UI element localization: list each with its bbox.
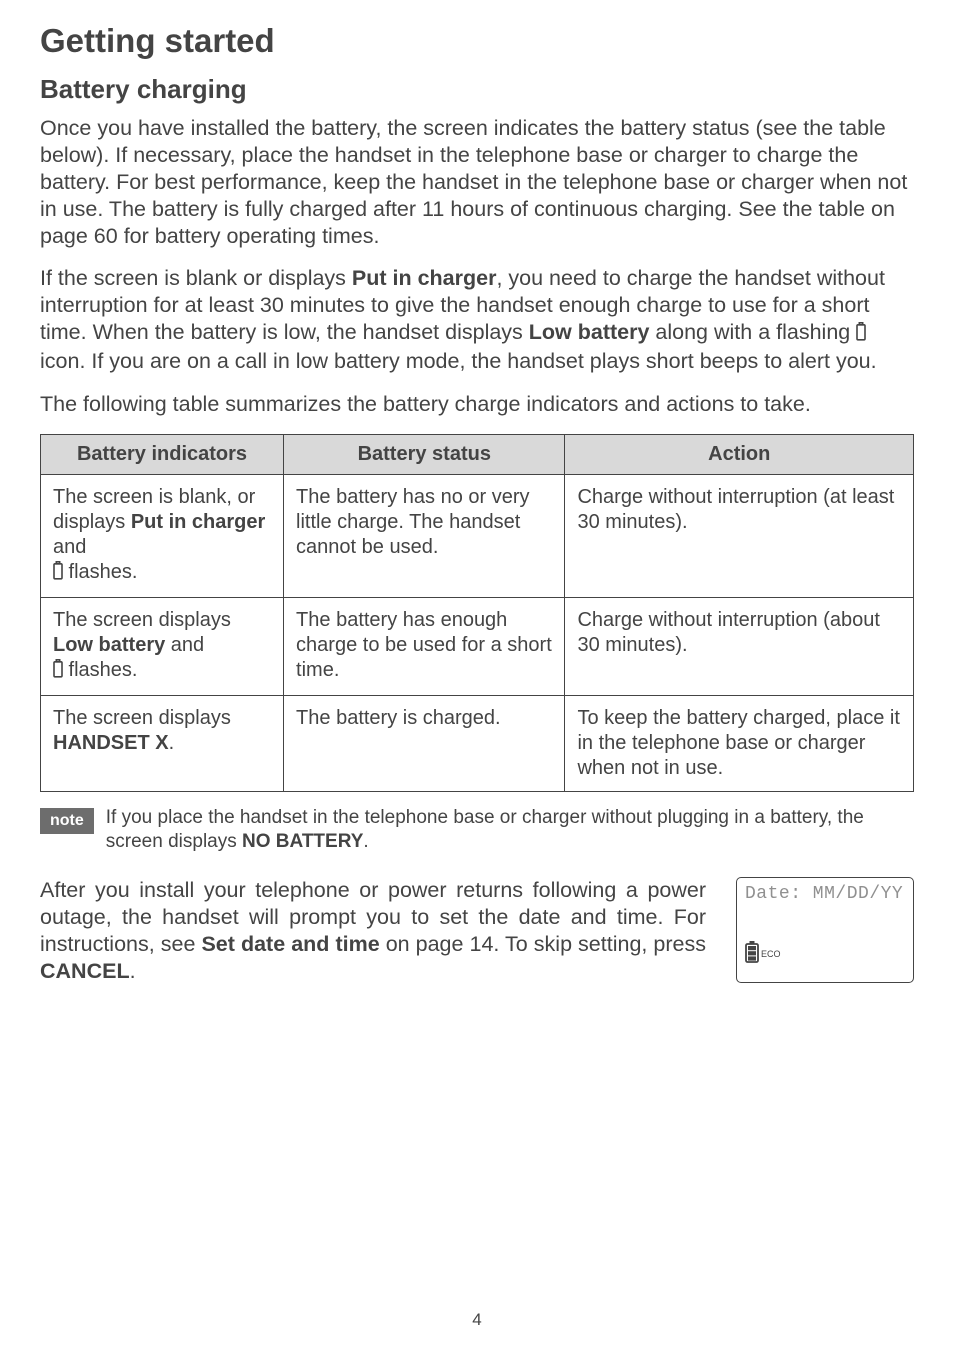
cell-indicators: The screen displays HANDSET X. [41, 695, 284, 791]
cell-indicators: The screen displays Low battery and flas… [41, 597, 284, 695]
row0-ind-bold: Put in charger [131, 511, 265, 533]
note-text-b: . [363, 831, 368, 852]
row1-ind-a: The screen displays [53, 609, 231, 631]
cell-indicators: The screen is blank, or displays Put in … [41, 474, 284, 597]
cell-action: To keep the battery charged, place it in… [565, 695, 914, 791]
note-text-a: If you place the handset in the telephon… [106, 807, 864, 853]
row1-ind-b: and [165, 634, 204, 656]
para2-text-c: along with a flashing [649, 320, 856, 344]
table-row: The screen is blank, or displays Put in … [41, 474, 914, 597]
row2-ind-a: The screen displays [53, 707, 231, 729]
lcd-screen: Date: MM/DD/YY ECO [736, 877, 914, 983]
set-date-time-label: Set date and time [201, 932, 379, 956]
no-battery-label: NO BATTERY [242, 831, 363, 852]
low-battery-label: Low battery [529, 320, 650, 344]
cell-action: Charge without interruption (about 30 mi… [565, 597, 914, 695]
ai-text-b: on page 14. To skip setting, press [380, 932, 706, 956]
table-header-row: Battery indicators Battery status Action [41, 434, 914, 474]
battery-icon [53, 561, 63, 587]
ai-text-c: . [130, 959, 136, 983]
table-row: The screen displays HANDSET X. The batte… [41, 695, 914, 791]
page-title: Getting started [40, 22, 914, 60]
paragraph-put-in-charger: If the screen is blank or displays Put i… [40, 265, 914, 375]
row1-ind-c: flashes. [63, 659, 137, 681]
after-install-text: After you install your telephone or powe… [40, 877, 706, 985]
cell-action: Charge without interruption (at least 30… [565, 474, 914, 597]
para2-text-d: icon. If you are on a call in low batter… [40, 349, 877, 373]
battery-icon [856, 321, 866, 348]
col-header-action: Action [565, 434, 914, 474]
eco-label: ECO [761, 949, 781, 959]
battery-filled-icon [745, 941, 759, 968]
note-text: If you place the handset in the telephon… [106, 806, 914, 855]
note-block: note If you place the handset in the tel… [40, 806, 914, 855]
battery-indicator-table: Battery indicators Battery status Action… [40, 434, 914, 792]
row2-ind-b: . [169, 732, 175, 754]
row0-ind-b: and [53, 536, 86, 558]
cell-status: The battery has no or very little charge… [284, 474, 565, 597]
after-install-block: After you install your telephone or powe… [40, 877, 914, 985]
paragraph-table-intro: The following table summarizes the batte… [40, 391, 914, 418]
battery-icon [53, 659, 63, 685]
section-subtitle: Battery charging [40, 74, 914, 105]
table-row: The screen displays Low battery and flas… [41, 597, 914, 695]
col-header-indicators: Battery indicators [41, 434, 284, 474]
cancel-label: CANCEL [40, 959, 130, 983]
paragraph-intro: Once you have installed the battery, the… [40, 115, 914, 249]
para2-text-a: If the screen is blank or displays [40, 266, 352, 290]
put-in-charger-label: Put in charger [352, 266, 497, 290]
row1-ind-bold: Low battery [53, 634, 165, 656]
row2-ind-bold: HANDSET X [53, 732, 169, 754]
lcd-status-icons: ECO [745, 941, 781, 968]
lcd-date-line: Date: MM/DD/YY [745, 884, 905, 904]
page-number: 4 [0, 1310, 954, 1330]
cell-status: The battery has enough charge to be used… [284, 597, 565, 695]
cell-status: The battery is charged. [284, 695, 565, 791]
note-badge: note [40, 808, 94, 834]
row0-ind-c: flashes. [63, 561, 137, 583]
col-header-status: Battery status [284, 434, 565, 474]
